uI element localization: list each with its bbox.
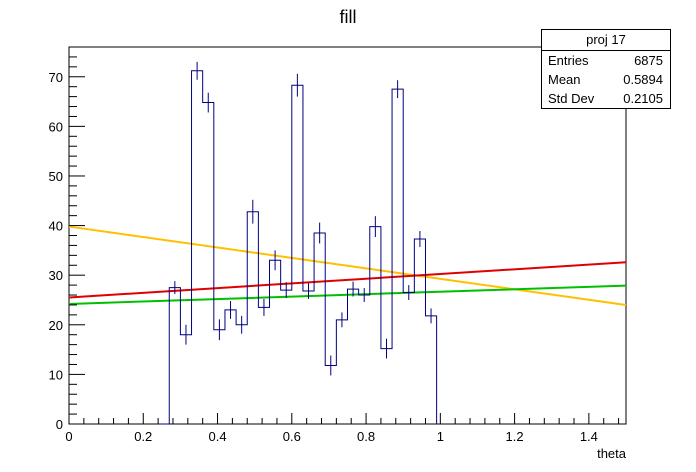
stats-title: proj 17	[542, 30, 670, 51]
stats-label: Std Dev	[548, 91, 595, 106]
y-tick-label: 10	[49, 367, 63, 382]
histogram	[158, 61, 438, 425]
y-tick-label: 40	[49, 219, 63, 234]
stats-row-std-dev: Std Dev 0.2105	[542, 89, 670, 108]
x-tick-label: 1.4	[580, 429, 598, 444]
stats-value: 0.2105	[623, 91, 663, 106]
y-tick-label: 50	[49, 169, 63, 184]
x-axis-label: theta	[597, 446, 627, 461]
x-tick-label: 0.8	[357, 429, 375, 444]
y-tick-label: 0	[56, 417, 63, 432]
x-tick-label: 0.2	[134, 429, 152, 444]
stats-value: 6875	[634, 53, 663, 68]
y-tick-label: 20	[49, 318, 63, 333]
stats-value: 0.5894	[623, 72, 663, 87]
y-tick-label: 60	[49, 119, 63, 134]
y-tick-label: 70	[49, 70, 63, 85]
x-tick-label: 0	[65, 429, 72, 444]
chart-title: fill	[340, 7, 357, 27]
stats-label: Mean	[548, 72, 581, 87]
x-tick-label: 1	[437, 429, 444, 444]
stats-label: Entries	[548, 53, 589, 68]
fit-line-0	[68, 225, 627, 306]
y-tick-label: 30	[49, 268, 63, 283]
x-tick-label: 0.4	[208, 429, 226, 444]
x-tick-label: 0.6	[283, 429, 301, 444]
fit-line-1	[68, 261, 627, 299]
axes: 0 0.2 0.4 0.6 0.8 1 1.2 1.4 0 10 20 30 40 50 60 70	[49, 46, 620, 444]
histogram-outline	[158, 70, 438, 425]
x-tick-label: 1.2	[506, 429, 524, 444]
stats-box: proj 17 Entries 6875 Mean 0.5894 Std Dev…	[541, 29, 671, 109]
stats-row-entries: Entries 6875	[542, 51, 670, 70]
stats-row-mean: Mean 0.5894	[542, 70, 670, 89]
